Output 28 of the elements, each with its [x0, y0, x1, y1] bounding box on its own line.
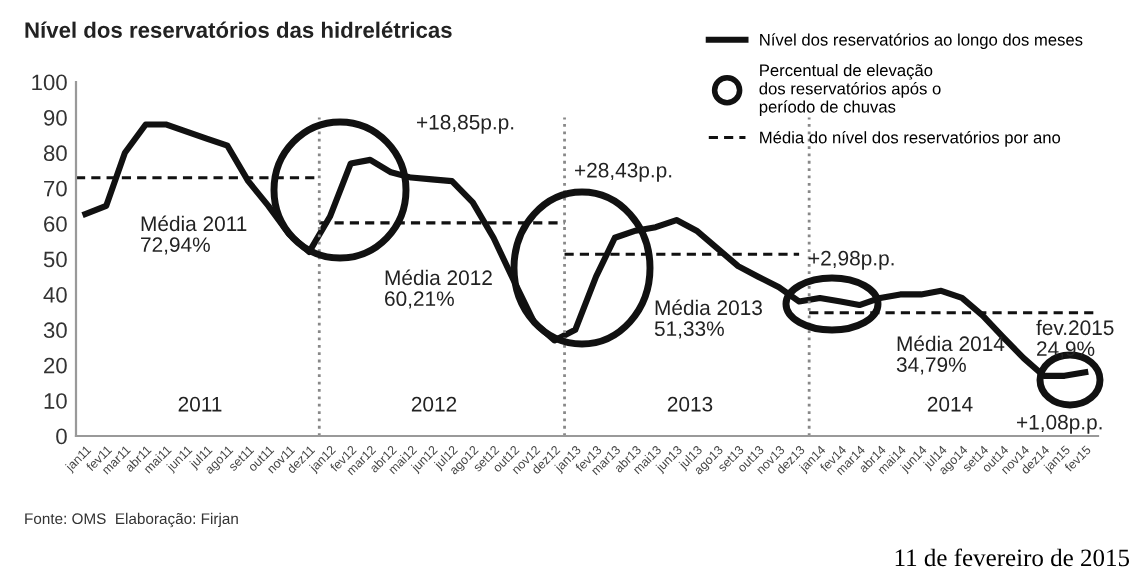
text: 11 de fevereiro de 2015 — [895, 548, 1130, 567]
annotation: 2011 — [178, 396, 222, 412]
annotation: Média 2012 60,21% — [385, 269, 492, 309]
y-tick-label: 90 — [43, 109, 67, 126]
chart-title: Nível dos reservatórios das hidrelétricas — [25, 21, 452, 38]
legend-label: Nível dos reservatórios ao longo dos meses — [760, 33, 1083, 50]
annotation: +2,98p.p. — [809, 250, 894, 270]
annotation: 2013 — [667, 396, 713, 412]
legend-label: Média do nível dos reservatórios por ano — [760, 130, 1061, 147]
annotation: Média 2011 72,94% — [141, 215, 247, 255]
annotation: Média 2013 51,33% — [654, 299, 762, 339]
annotation: 2012 — [411, 396, 457, 412]
y-tick-label: 60 — [44, 216, 67, 232]
y-tick-label: 80 — [43, 145, 67, 162]
annotation: +18,85p.p. — [417, 114, 514, 134]
annotation: 2014 — [927, 396, 973, 412]
annotation: Média 2014 34,79% — [896, 335, 1005, 375]
y-tick-label: 40 — [43, 286, 67, 303]
y-tick-label: 0 — [56, 428, 67, 445]
y-tick-label: 100 — [32, 74, 67, 91]
y-tick-label: 50 — [43, 251, 67, 268]
y-tick-label: 30 — [43, 322, 67, 339]
y-tick-label: 70 — [44, 180, 67, 197]
annotation: +1,08p.p. — [1017, 414, 1102, 434]
y-tick-label: 20 — [44, 357, 67, 374]
y-tick-label: 10 — [44, 393, 67, 409]
annotation: Percentual de elevação dos reservatórios após o período de chuvas — [759, 64, 941, 116]
annotation: +28,43p.p. — [575, 162, 672, 182]
